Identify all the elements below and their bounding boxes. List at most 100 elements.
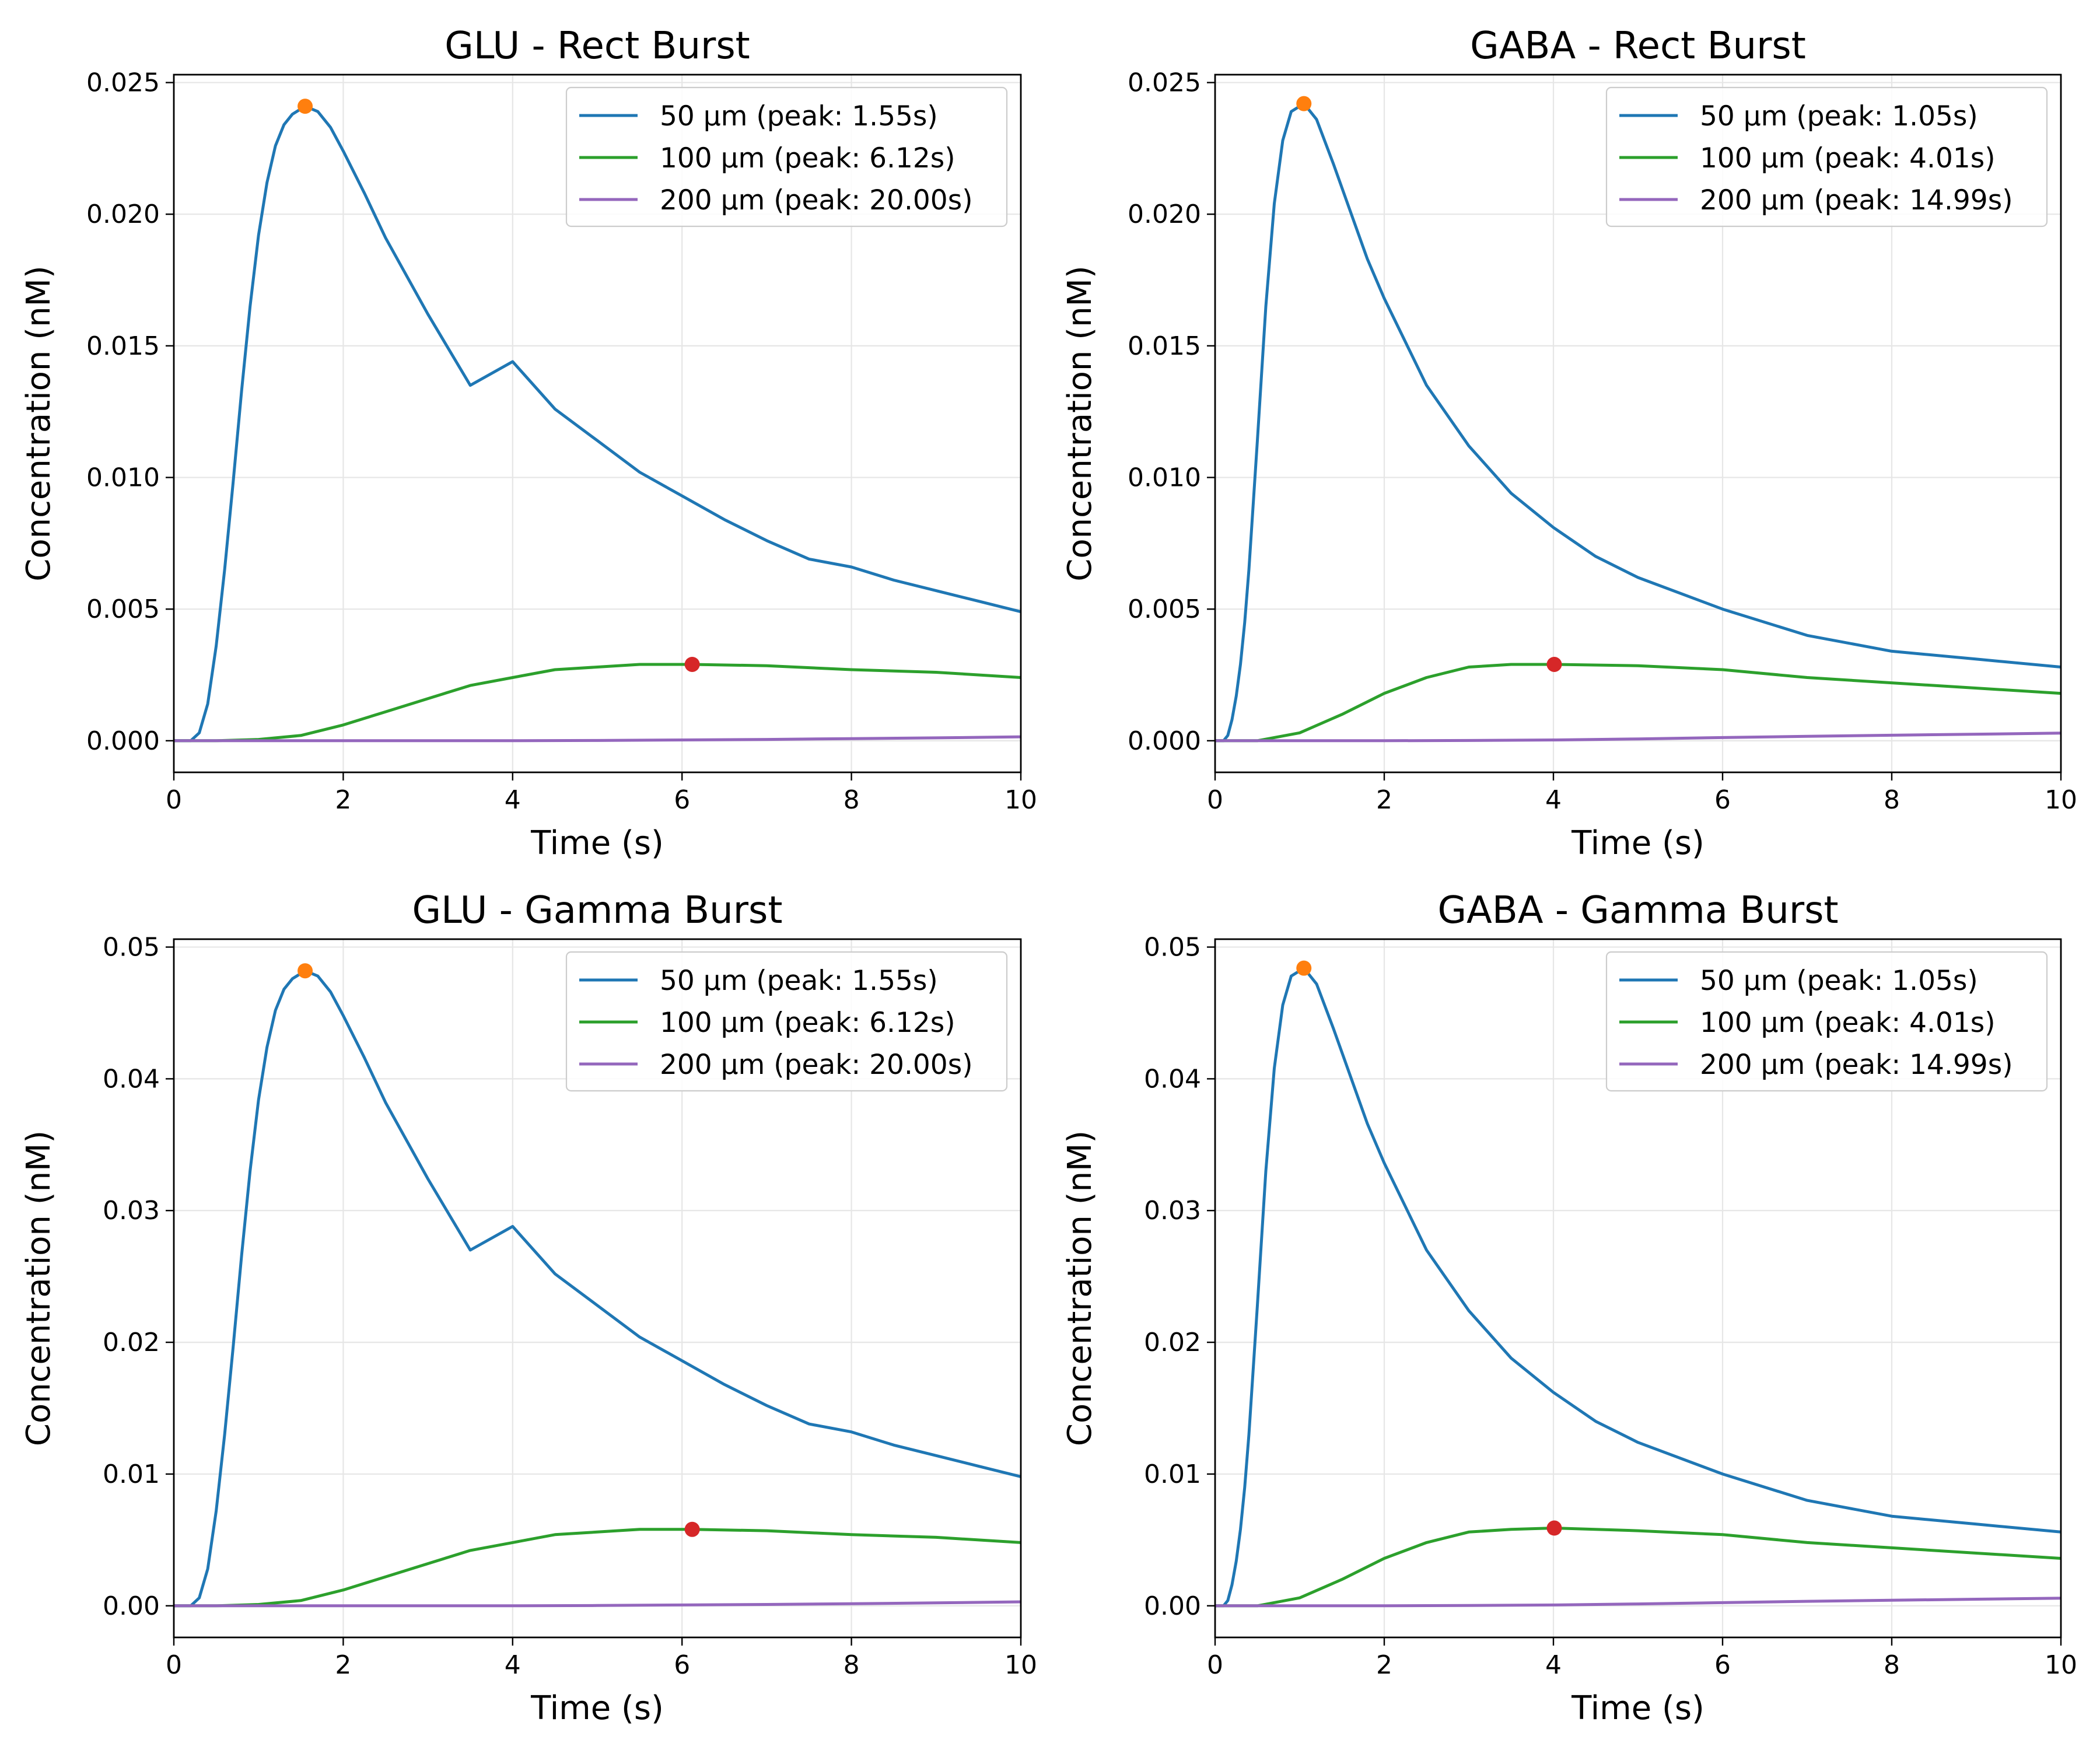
- x-tick-label: 10: [2045, 785, 2077, 815]
- x-tick-label: 0: [166, 1650, 182, 1680]
- x-axis-label: Time (s): [530, 824, 664, 862]
- legend-box: [565, 951, 1008, 1092]
- y-axis-label: Concentration (nM): [1061, 265, 1099, 581]
- series-line: [174, 1600, 1021, 1608]
- series-line: [174, 663, 1021, 743]
- chart-panel: 0 2 4 6 8 10 0.000 0.005 0.010 0.015 0.020 0.025 GLU…: [20, 24, 1037, 862]
- chart-title: GLU - Rect Burst: [444, 24, 750, 68]
- legend-entry: 200 µm (peak: 14.99s): [1700, 1049, 2013, 1081]
- chart-panel: 0 2 4 6 8 10 0.00 0.01 0.02 0.03 0.04 0.05 GABA - Ga…: [1061, 889, 2077, 1727]
- chart-panel: 0 2 4 6 8 10 0.000 0.005 0.010 0.015 0.020 0.025 GAB…: [1061, 24, 2077, 862]
- x-tick-label: 0: [1207, 1650, 1223, 1680]
- y-tick-label: 0.02: [103, 1328, 160, 1357]
- peak-marker: [298, 963, 313, 979]
- x-tick-label: 8: [1884, 785, 1900, 815]
- x-tick-label: 10: [1005, 1650, 1037, 1680]
- legend-box: [1605, 951, 2048, 1092]
- chart-title: GLU - Gamma Burst: [412, 889, 783, 932]
- legend-entry: 50 µm (peak: 1.05s): [1700, 100, 1978, 132]
- legend: 50 µm (peak: 1.05s) 100 µm (peak: 4.01s) 2…: [1605, 951, 2048, 1092]
- x-tick-label: 2: [335, 1650, 351, 1680]
- series-group: [174, 969, 1021, 1608]
- x-tick-label: 10: [2045, 1650, 2077, 1680]
- y-tick-label: 0.020: [1128, 200, 1201, 229]
- peak-marker: [298, 99, 313, 114]
- series-line: [1215, 732, 2061, 743]
- series-line: [174, 735, 1021, 743]
- series-group: [1215, 967, 2061, 1608]
- x-tick-label: 8: [844, 1650, 860, 1680]
- y-tick-label: 0.03: [1144, 1196, 1201, 1226]
- peak-marker: [684, 656, 700, 672]
- x-tick-label: 6: [674, 785, 690, 815]
- y-tick-label: 0.020: [86, 200, 160, 229]
- x-tick-label: 4: [1545, 785, 1562, 815]
- peak-marker: [1546, 656, 1562, 672]
- legend-entry: 50 µm (peak: 1.55s): [660, 965, 938, 997]
- x-tick-label: 2: [1376, 1650, 1392, 1680]
- legend-entry: 200 µm (peak: 14.99s): [1700, 184, 2013, 216]
- y-tick-label: 0.04: [103, 1064, 160, 1094]
- y-tick-label: 0.015: [1128, 331, 1201, 361]
- series-line: [1215, 967, 2061, 1608]
- y-tick-label: 0.010: [1128, 463, 1201, 493]
- legend-entry: 100 µm (peak: 4.01s): [1700, 142, 1996, 174]
- peak-marker: [1296, 960, 1312, 976]
- plot-frame: [173, 938, 1022, 1639]
- y-tick-label: 0.05: [1144, 933, 1201, 963]
- legend-entry: 200 µm (peak: 20.00s): [660, 1049, 973, 1081]
- x-axis-label: Time (s): [1571, 1689, 1704, 1727]
- x-tick-label: 2: [335, 785, 351, 815]
- x-tick-label: 10: [1005, 785, 1037, 815]
- plot-frame: [1214, 938, 2062, 1639]
- legend: 50 µm (peak: 1.55s) 100 µm (peak: 6.12s) 2…: [565, 951, 1008, 1092]
- plot-frame: [1214, 74, 2062, 774]
- y-axis-label: Concentration (nM): [20, 265, 58, 581]
- x-tick-label: 8: [1884, 1650, 1900, 1680]
- y-tick-label: 0.010: [86, 463, 160, 493]
- x-tick-label: 4: [505, 785, 521, 815]
- legend-entry: 50 µm (peak: 1.55s): [660, 100, 938, 132]
- y-tick-label: 0.005: [86, 594, 160, 624]
- y-tick-label: 0.02: [1144, 1328, 1201, 1357]
- x-axis-label: Time (s): [530, 1689, 664, 1727]
- series-line: [1215, 102, 2061, 743]
- y-tick-label: 0.00: [103, 1591, 160, 1621]
- x-tick-label: 4: [505, 1650, 521, 1680]
- y-tick-label: 0.04: [1144, 1064, 1201, 1094]
- y-tick-label: 0.03: [103, 1196, 160, 1226]
- legend-box: [1605, 86, 2048, 228]
- legend-entry: 50 µm (peak: 1.05s): [1700, 965, 1978, 997]
- series-group: [174, 104, 1021, 743]
- y-tick-label: 0.00: [1144, 1591, 1201, 1621]
- x-tick-label: 4: [1545, 1650, 1562, 1680]
- series-line: [174, 969, 1021, 1608]
- y-tick-label: 0.025: [86, 68, 160, 98]
- y-tick-label: 0.000: [1128, 726, 1201, 756]
- y-tick-label: 0.015: [86, 331, 160, 361]
- chart-panel: 0 2 4 6 8 10 0.00 0.01 0.02 0.03 0.04 0.05 GLU - Gam…: [20, 889, 1037, 1727]
- y-axis-label: Concentration (nM): [20, 1130, 58, 1446]
- peak-marker: [684, 1521, 700, 1537]
- y-tick-label: 0.01: [1144, 1460, 1201, 1489]
- legend-box: [565, 86, 1008, 228]
- y-tick-label: 0.005: [1128, 594, 1201, 624]
- peak-marker: [1296, 96, 1312, 111]
- series-line: [1215, 1597, 2061, 1608]
- legend: 50 µm (peak: 1.55s) 100 µm (peak: 6.12s) 2…: [565, 86, 1008, 228]
- peak-marker: [1546, 1520, 1562, 1536]
- series-line: [1215, 1527, 2061, 1608]
- x-tick-label: 0: [1207, 785, 1223, 815]
- x-axis-label: Time (s): [1571, 824, 1704, 862]
- x-tick-label: 6: [674, 1650, 690, 1680]
- series-line: [174, 1528, 1021, 1608]
- chart-title: GABA - Gamma Burst: [1437, 889, 1838, 932]
- y-tick-label: 0.01: [103, 1460, 160, 1489]
- x-tick-label: 8: [844, 785, 860, 815]
- plot-frame: [173, 74, 1022, 774]
- x-tick-label: 2: [1376, 785, 1392, 815]
- legend-entry: 100 µm (peak: 6.12s): [660, 1007, 956, 1039]
- series-line: [174, 104, 1021, 743]
- series-line: [1215, 663, 2061, 743]
